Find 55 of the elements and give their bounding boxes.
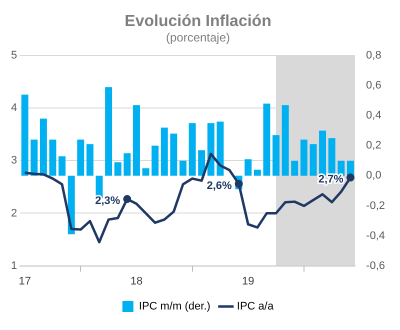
bar bbox=[132, 105, 140, 176]
bar bbox=[170, 134, 178, 176]
bar bbox=[30, 140, 38, 176]
annotation: 2,6% bbox=[206, 180, 232, 192]
chart-subtitle: (porcentaje) bbox=[166, 30, 230, 45]
bar bbox=[244, 159, 252, 176]
bar bbox=[180, 160, 186, 176]
bar bbox=[291, 160, 298, 176]
legend-label: IPC a/a bbox=[236, 300, 274, 313]
bar bbox=[152, 146, 159, 176]
y2-tick-label: 0,6 bbox=[366, 80, 382, 92]
annotation: 2,3% bbox=[95, 195, 120, 208]
y2-tick-label: -0,2 bbox=[366, 200, 386, 212]
bar bbox=[21, 94, 28, 176]
legend-label: IPC m/m (der.) bbox=[138, 300, 210, 313]
y-tick-label: 3 bbox=[10, 154, 18, 167]
bar bbox=[272, 135, 280, 176]
chart-title: Evolución Inflación bbox=[124, 13, 272, 30]
bar bbox=[328, 138, 336, 176]
x-tick-label: 17 bbox=[18, 275, 31, 288]
y2-tick-label: 0,2 bbox=[366, 140, 382, 152]
bar bbox=[160, 128, 168, 176]
bar bbox=[86, 144, 94, 176]
bar bbox=[114, 162, 122, 176]
x-tick-label: 19 bbox=[242, 275, 254, 288]
point bbox=[123, 195, 132, 204]
y-tick-label: 5 bbox=[10, 50, 18, 62]
y-tick-label: 4 bbox=[10, 102, 18, 114]
bar bbox=[142, 168, 150, 176]
y2-tick-label: 0,0 bbox=[366, 170, 382, 182]
point bbox=[346, 174, 354, 182]
y2-tick-label: 0,4 bbox=[366, 110, 382, 122]
bar bbox=[124, 153, 131, 176]
bar bbox=[310, 144, 317, 176]
x-tick-label: 18 bbox=[130, 275, 143, 288]
bar bbox=[105, 87, 112, 176]
bar bbox=[198, 150, 206, 176]
bar bbox=[188, 123, 196, 176]
bar bbox=[77, 140, 84, 176]
bar bbox=[49, 140, 56, 176]
bar bbox=[216, 122, 224, 176]
y2-tick-label: -0,4 bbox=[366, 230, 386, 242]
annotation: 2,7% bbox=[318, 174, 344, 186]
bar bbox=[319, 130, 326, 176]
y-tick-label: 1 bbox=[10, 260, 18, 272]
bar bbox=[282, 105, 289, 176]
bar bbox=[58, 156, 66, 176]
bar bbox=[300, 140, 308, 176]
bar bbox=[254, 170, 261, 176]
y-tick-label: 2 bbox=[10, 207, 18, 220]
y2-tick-label: 0,8 bbox=[366, 50, 382, 62]
y2-tick-label: -0,6 bbox=[366, 260, 386, 272]
bar bbox=[40, 118, 47, 176]
point bbox=[234, 180, 243, 188]
bar bbox=[263, 104, 270, 176]
